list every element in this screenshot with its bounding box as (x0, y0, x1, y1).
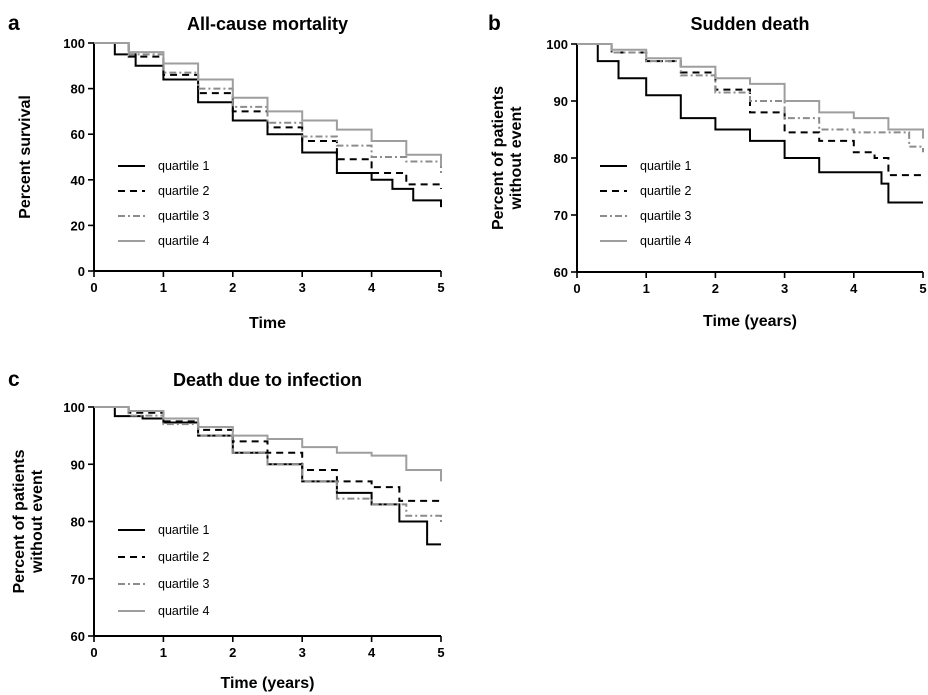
series-line-quartile-4 (94, 42, 442, 167)
x-tick-label: 0 (90, 280, 97, 295)
x-tick-label: 2 (712, 281, 719, 296)
series-line-quartile-4 (577, 43, 924, 139)
panel-letter: a (8, 12, 20, 35)
legend: quartile 1 quartile 2 quartile 3 quartile 4 (118, 523, 209, 618)
chart-title: All-cause mortality (187, 14, 348, 34)
panel-letter: b (488, 12, 501, 35)
legend-entry: quartile 3 (158, 577, 209, 591)
series-line-quartile-3 (577, 43, 924, 153)
y-tick-label: 60 (71, 629, 85, 644)
x-tick-label: 4 (368, 280, 376, 295)
y-tick-label: 100 (546, 37, 568, 52)
series-line-quartile-1 (577, 43, 923, 204)
series-line-quartile-1 (94, 42, 442, 208)
panel-letter: c (8, 368, 20, 391)
legend-entry: quartile 1 (158, 159, 209, 173)
y-tick-label: 40 (71, 173, 85, 188)
x-axis-label: Time (years) (703, 313, 797, 330)
series-line-quartile-1 (94, 406, 441, 546)
y-axis-label: Percent of patientswithout event (11, 449, 46, 593)
x-tick-label: 0 (573, 281, 580, 296)
y-tick-label: 60 (554, 265, 568, 280)
x-tick-label: 5 (919, 281, 926, 296)
legend-entry: quartile 2 (640, 184, 691, 198)
series-line-quartile-3 (94, 406, 442, 525)
y-tick-label: 20 (71, 218, 85, 233)
y-tick-label: 70 (71, 572, 85, 587)
series-line-quartile-2 (577, 43, 923, 177)
x-axis-label: Time (249, 315, 286, 332)
panel-c: c Death due to infection 0 1 2 3 4 5 60 70 80 90 100… (8, 368, 445, 692)
legend: quartile 1 quartile 2 quartile 3 quartile 4 (600, 159, 691, 248)
x-tick-label: 2 (229, 280, 236, 295)
x-tick-label: 2 (229, 645, 236, 660)
legend-entry: quartile 3 (158, 209, 209, 223)
legend-entry: quartile 3 (640, 209, 691, 223)
legend-entry: quartile 1 (158, 523, 209, 537)
x-tick-label: 1 (160, 645, 167, 660)
y-tick-label: 100 (63, 400, 85, 415)
x-tick-label: 0 (90, 645, 97, 660)
legend-entry: quartile 4 (158, 234, 209, 248)
x-tick-label: 4 (850, 281, 858, 296)
series-line-quartile-4 (94, 406, 442, 482)
y-tick-label: 80 (71, 515, 85, 530)
y-tick-label: 80 (71, 82, 85, 97)
legend-entry: quartile 2 (158, 550, 209, 564)
y-tick-label: 90 (71, 457, 85, 472)
panel-a: a All-cause mortality 0 1 2 3 4 5 0 20 40 60 80 100 Ti… (8, 12, 445, 332)
y-tick-label: 0 (78, 264, 85, 279)
x-tick-label: 3 (781, 281, 788, 296)
x-tick-label: 5 (437, 280, 444, 295)
chart-title: Death due to infection (173, 370, 362, 390)
y-tick-label: 100 (63, 36, 85, 51)
x-axis-label: Time (years) (221, 675, 315, 692)
x-tick-label: 3 (299, 280, 306, 295)
x-tick-label: 4 (368, 645, 376, 660)
y-axis-label: Percent of patientswithout event (490, 86, 525, 230)
y-tick-label: 70 (554, 208, 568, 223)
legend-entry: quartile 4 (640, 234, 691, 248)
panel-b: b Sudden death 0 1 2 3 4 5 60 70 80 90 100 Time (year… (488, 12, 927, 330)
legend-entry: quartile 4 (158, 604, 209, 618)
x-tick-label: 3 (299, 645, 306, 660)
legend-entry: quartile 1 (640, 159, 691, 173)
y-tick-label: 90 (554, 94, 568, 109)
y-axis-label: Percent survival (17, 95, 34, 219)
legend-entry: quartile 2 (158, 184, 209, 198)
x-tick-label: 1 (643, 281, 650, 296)
x-tick-label: 1 (160, 280, 167, 295)
y-tick-label: 80 (554, 151, 568, 166)
legend: quartile 1 quartile 2 quartile 3 quartile 4 (118, 159, 209, 248)
y-tick-label: 60 (71, 127, 85, 142)
chart-title: Sudden death (690, 14, 809, 34)
x-tick-label: 5 (437, 645, 444, 660)
